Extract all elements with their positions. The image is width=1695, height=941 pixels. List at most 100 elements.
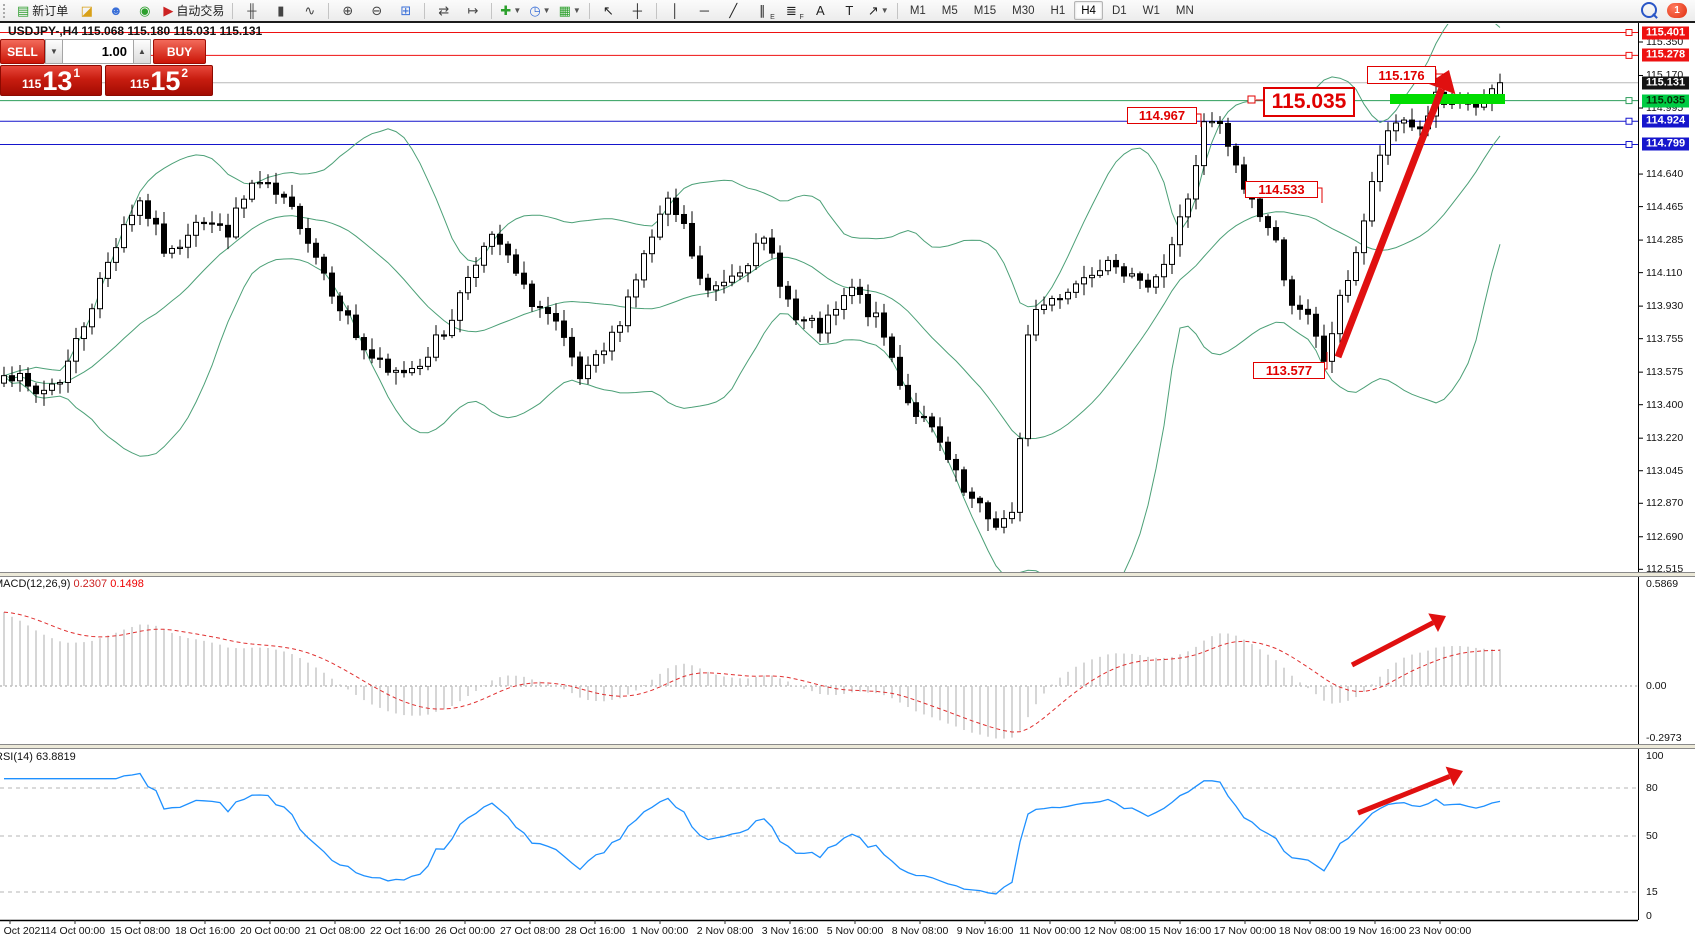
buy-price-fraction: 2 [181, 66, 189, 80]
time-label: 21 Oct 08:00 [304, 925, 366, 937]
cursor-icon[interactable]: ↖ [602, 3, 614, 18]
price-badge: 114.924 [1642, 114, 1690, 128]
time-label: 8 Nov 08:00 [891, 925, 949, 937]
crosshair-icon[interactable]: ┼ [632, 3, 642, 18]
price-tick: 114.465 [1646, 200, 1684, 213]
toolbar: ▤ 新订单 ◪ ☻ ◉ ▶ 自动交易 ╫ ▮ ∿ ⊕ ⊖ ⊞ ⇄ ↦ ✚ ▼ ◷ ▼ ▦ ▼ ↖ ┼ │ ─ ╱ ∥ E ≣ F A T ↗ ▼ … [0, 0, 1695, 22]
sell-quote[interactable]: 115 13 1 [0, 65, 102, 96]
trendline-icon[interactable]: ╱ [729, 3, 738, 18]
macd-main-value: 0.2307 [73, 578, 108, 590]
toolbar-grip[interactable] [3, 3, 10, 18]
indicators-icon[interactable]: ✚ ▼ [500, 3, 522, 18]
periods-icon[interactable]: ◷ ▼ [529, 3, 551, 18]
price-badge: 115.131 [1642, 76, 1690, 90]
tf-d1[interactable]: D1 [1111, 4, 1127, 17]
buy-button[interactable]: BUY [153, 39, 206, 64]
tf-m30[interactable]: M30 [1012, 4, 1035, 17]
rsi-scale-tick: 50 [1646, 830, 1658, 842]
label-icon[interactable]: T [845, 3, 854, 18]
new-order-button[interactable]: ▤ 新订单 [17, 3, 69, 18]
chat-badge: 1 [1674, 4, 1680, 16]
time-label: 19 Nov 16:00 [1343, 925, 1407, 937]
fibonacci-icon[interactable]: ≣ F [785, 3, 804, 21]
tf-mn[interactable]: MN [1175, 4, 1194, 17]
macd-label: MACD(12,26,9) 0.2307 0.1498 [0, 578, 144, 590]
time-label: 15 Nov 16:00 [1148, 925, 1212, 937]
signals-icon[interactable]: ◉ [139, 3, 151, 18]
macd-scale-tick: -0.2973 [1646, 731, 1682, 744]
chart-price-annotation[interactable]: 114.533 [1245, 181, 1318, 198]
price-tick: 112.515 [1646, 563, 1684, 576]
arrows-tool-icon[interactable]: ↗ ▼ [867, 3, 889, 18]
chart-candles-icon[interactable]: ▮ [277, 3, 285, 18]
price-badge: 114.799 [1642, 137, 1690, 151]
profile-icon[interactable]: ☻ [108, 3, 123, 18]
time-label: 5 Nov 00:00 [826, 925, 884, 937]
vertical-line-icon[interactable]: │ [671, 3, 680, 18]
sell-price-fraction: 1 [73, 66, 81, 80]
time-label: Oct 2021 [3, 925, 47, 937]
buy-quote[interactable]: 115 15 2 [105, 65, 213, 96]
channel-icon[interactable]: ∥ E [759, 3, 775, 21]
price-tick: 113.575 [1646, 366, 1684, 379]
search-icon[interactable] [1641, 2, 1657, 18]
sell-price-pips: 13 [42, 66, 73, 96]
chart-line-icon[interactable]: ∿ [304, 3, 316, 18]
horizontal-line-icon[interactable]: ─ [699, 3, 709, 18]
time-label: 22 Oct 16:00 [369, 925, 431, 937]
tf-w1[interactable]: W1 [1142, 4, 1160, 17]
text-icon[interactable]: A [815, 3, 825, 18]
time-label: 20 Oct 00:00 [239, 925, 301, 937]
price-badge: 115.278 [1642, 48, 1690, 62]
tf-h1[interactable]: H1 [1050, 4, 1066, 17]
time-label: 27 Oct 08:00 [499, 925, 561, 937]
volume-decrease-button[interactable]: ▼ [45, 39, 63, 64]
panel-divider-macd[interactable] [0, 572, 1695, 577]
chart-window-border [0, 21, 1695, 23]
panel-divider-rsi[interactable] [0, 744, 1695, 749]
time-label: 18 Oct 16:00 [174, 925, 236, 937]
time-label: 9 Nov 16:00 [956, 925, 1014, 937]
toolbar-separator [424, 2, 426, 19]
volume-increase-button[interactable]: ▲ [133, 39, 151, 64]
zoom-out-icon[interactable]: ⊖ [371, 3, 383, 18]
time-label: 28 Oct 16:00 [564, 925, 626, 937]
buy-price-pips: 15 [150, 66, 181, 96]
zoom-in-icon[interactable]: ⊕ [342, 3, 354, 18]
tile-windows-icon[interactable]: ⊞ [400, 3, 412, 18]
tf-m5[interactable]: M5 [941, 4, 958, 17]
auto-scroll-icon[interactable]: ⇄ [438, 3, 450, 18]
chat-icon[interactable]: 1 [1667, 2, 1687, 18]
tf-h4[interactable]: H4 [1074, 1, 1103, 20]
chart-price-annotation[interactable]: 115.035 [1263, 87, 1355, 117]
price-tick: 114.110 [1646, 266, 1683, 279]
volume-input[interactable] [63, 39, 133, 64]
sell-button[interactable]: SELL [0, 39, 45, 64]
buy-price-base: 115 [129, 77, 150, 91]
macd-signal-value: 0.1498 [110, 578, 144, 590]
time-label: 3 Nov 16:00 [761, 925, 819, 937]
price-badge: 115.401 [1642, 26, 1690, 39]
price-tick: 113.400 [1646, 398, 1684, 411]
rsi-scale-tick: 15 [1646, 886, 1658, 898]
macd-scale-tick: 0.00 [1646, 680, 1667, 692]
time-label: 11 Nov 00:00 [1019, 925, 1081, 937]
toolbar-separator [896, 2, 898, 19]
price-tick: 113.930 [1646, 300, 1684, 313]
price-tick: 113.755 [1646, 332, 1684, 345]
charts-icon[interactable]: ◪ [80, 3, 93, 18]
chart-price-annotation[interactable]: 113.577 [1253, 362, 1325, 379]
chart-shift-icon[interactable]: ↦ [467, 3, 479, 18]
templates-icon[interactable]: ▦ ▼ [558, 3, 581, 18]
tf-m15[interactable]: M15 [973, 4, 997, 17]
auto-trading-button[interactable]: ▶ 自动交易 [163, 3, 225, 18]
chart-price-annotation[interactable]: 115.176 [1367, 66, 1436, 84]
time-label: 1 Nov 00:00 [631, 925, 689, 937]
chart-price-annotation[interactable]: 114.967 [1127, 107, 1197, 124]
time-label: 12 Nov 08:00 [1083, 925, 1147, 937]
tf-m1[interactable]: M1 [909, 4, 926, 17]
chart-bars-icon[interactable]: ╫ [247, 3, 257, 18]
sell-price-base: 115 [21, 77, 42, 91]
time-label: 15 Oct 08:00 [109, 925, 171, 937]
price-badge: 115.035 [1642, 94, 1690, 108]
